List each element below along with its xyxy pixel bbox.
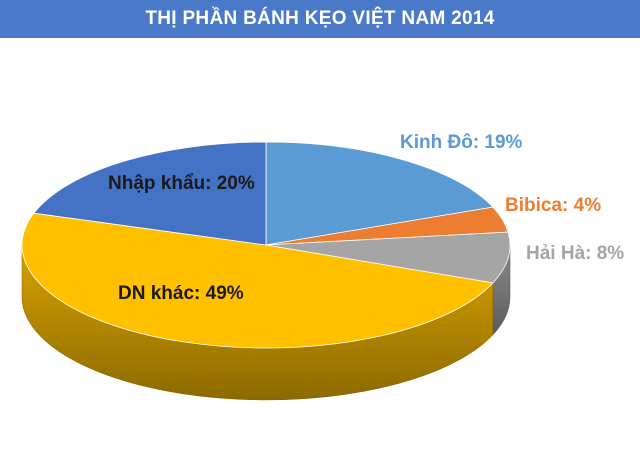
pie-label-bibica: Bibica: 4% [505, 195, 601, 216]
pie-chart: Kinh Đô: 19% Bibica: 4% Hải Hà: 8% DN khác:… [21, 132, 624, 401]
pie-label-dn-khac: DN khác: 49% [118, 283, 244, 304]
pie-slice-kinh-do [265, 141, 494, 246]
pie-label-kinh-do: Kinh Đô: 19% [400, 132, 523, 153]
pie-slices [21, 141, 511, 349]
pie-slice-hai-ha [265, 231, 511, 284]
chart-title: THỊ PHẦN BÁNH KẸO VIỆT NAM 2014 [0, 0, 640, 38]
pie-label-hai-ha: Hải Hà: 8% [526, 243, 624, 264]
pie-slice-dn-khac [21, 212, 494, 349]
pie-label-nhap-khau: Nhập khẩu: 20% [108, 173, 255, 194]
pie-labels: Kinh Đô: 19% Bibica: 4% Hải Hà: 8% DN khác:… [108, 132, 624, 304]
pie-slice-nhap-khau [33, 141, 267, 246]
